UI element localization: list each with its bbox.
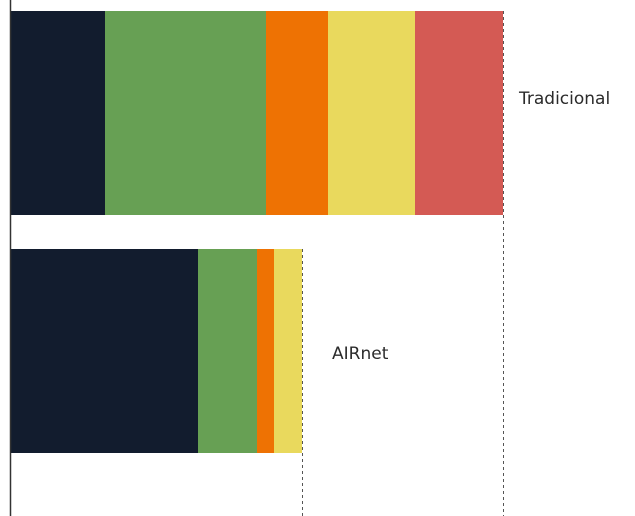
bar-segment-airnet-1: [11, 249, 198, 453]
bar-label-tradicional: Tradicional: [518, 89, 610, 109]
bar-segment-tradicional-3: [266, 11, 328, 215]
bar-segment-airnet-2: [198, 249, 257, 453]
bar-segment-airnet-3: [257, 249, 274, 453]
bar-segment-tradicional-1: [11, 11, 105, 215]
reference-lines: [302, 11, 504, 516]
bar-segment-tradicional-4: [328, 11, 415, 215]
bar-segment-tradicional-5: [415, 11, 503, 215]
bars-group: [11, 11, 503, 453]
bar-segment-tradicional-2: [105, 11, 266, 215]
bar-segment-airnet-4: [274, 249, 302, 453]
bar-label-airnet: AIRnet: [332, 344, 389, 364]
